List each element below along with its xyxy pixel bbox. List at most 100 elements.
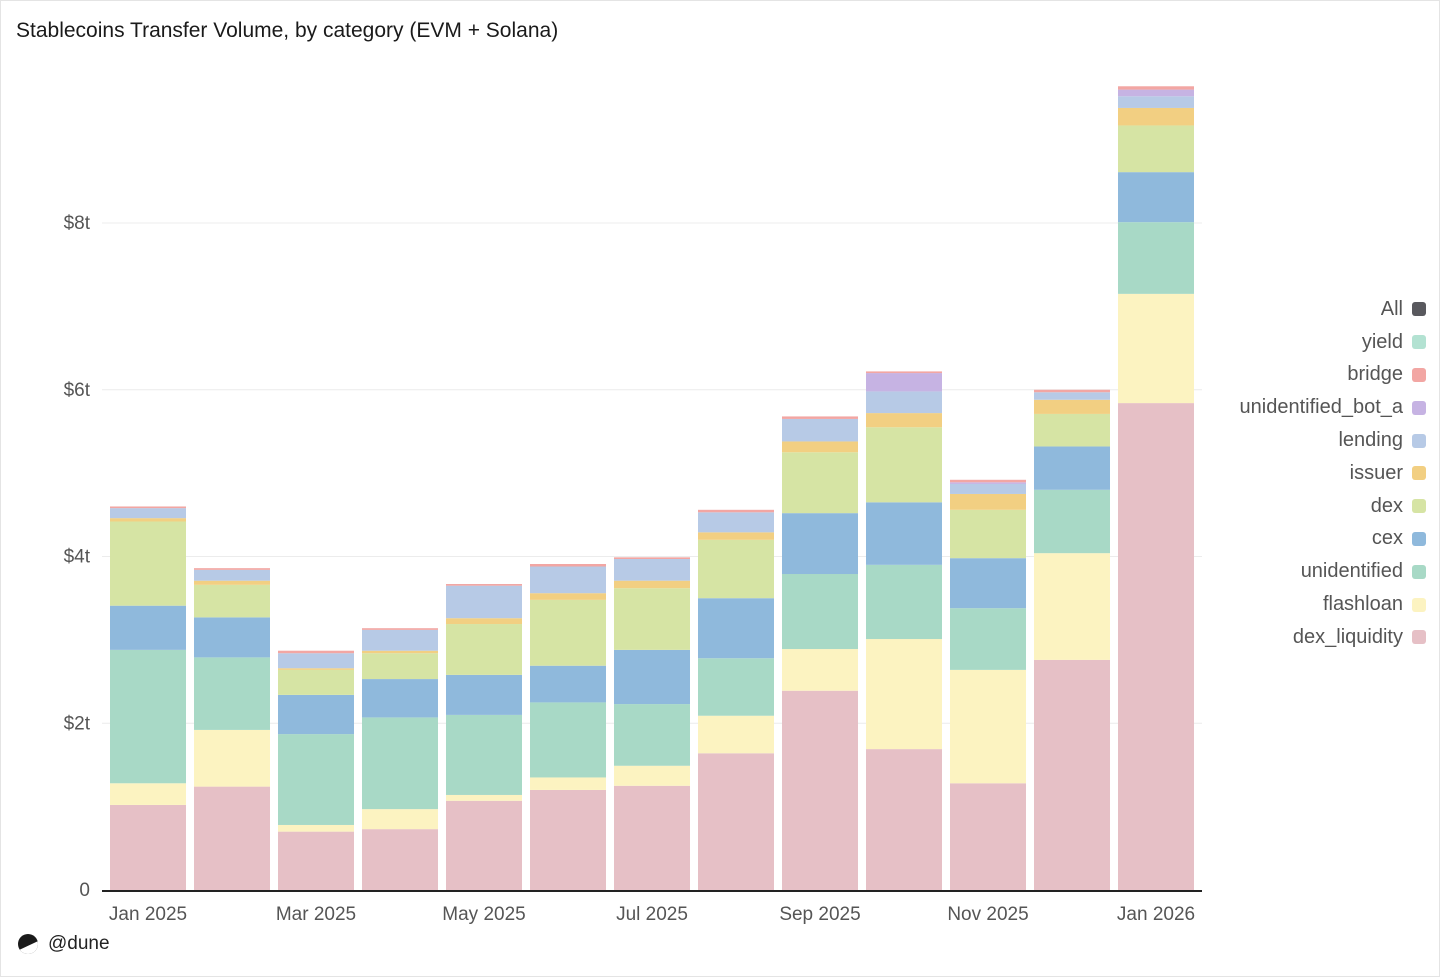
bar-segment-dex-liquidity [866, 749, 942, 890]
bar-segment-unidentified-bot-a [866, 373, 942, 392]
bar-segment-flashloan [698, 715, 774, 754]
legend-item-unidentified[interactable]: unidentified [1196, 555, 1426, 588]
bar-segment-cex [698, 598, 774, 659]
bar-segment-unidentified [1118, 222, 1194, 294]
bar-segment-lending [110, 508, 186, 519]
bar-segment-dex [194, 584, 270, 618]
legend-label: flashloan [1322, 593, 1403, 616]
bar-segment-dex [1034, 413, 1110, 447]
legend-item-bridge[interactable]: bridge [1196, 359, 1426, 392]
bar-segment-bridge [446, 584, 522, 586]
bar-segment-dex [362, 653, 438, 680]
bar-segment-dex [866, 427, 942, 503]
bar-segment-flashloan [1034, 553, 1110, 660]
bar-segment-unidentified-bot-a [950, 482, 1026, 484]
bar-segment-dex [530, 599, 606, 666]
bar-segment-lending [278, 653, 354, 669]
bar-segment-unidentified [278, 734, 354, 825]
bar-segment-bridge [194, 568, 270, 570]
bar-segment-unidentified [698, 658, 774, 716]
x-tick-label: Jul 2025 [616, 904, 688, 925]
bar-segment-dex [950, 509, 1026, 559]
bar-segment-cex [194, 617, 270, 658]
bar-segment-unidentified [110, 649, 186, 784]
bar-segment-lending [1034, 392, 1110, 400]
bar-segment-dex-liquidity [362, 829, 438, 890]
dune-brand[interactable]: @dune [18, 933, 110, 955]
legend-item-All[interactable]: All [1196, 293, 1426, 326]
legend-swatch [1412, 335, 1426, 350]
bar-segment-bridge [950, 479, 1026, 483]
bar-segment-issuer [110, 518, 186, 522]
bar-segment-lending [194, 569, 270, 581]
bar-segment-flashloan [446, 794, 522, 801]
bar-segment-issuer [782, 441, 858, 453]
legend-item-dex-liquidity[interactable]: dex_liquidity [1196, 621, 1426, 654]
bar-segment-dex-liquidity [1034, 659, 1110, 890]
legend-swatch [1412, 400, 1426, 415]
legend-swatch [1412, 499, 1426, 514]
bar-segment-flashloan [1118, 293, 1194, 404]
bar-segment-dex [782, 452, 858, 514]
bar-segment-flashloan [782, 649, 858, 691]
bar-segment-bridge [362, 628, 438, 630]
legend-label: unidentified [1300, 560, 1403, 583]
bar-segment-flashloan [530, 777, 606, 790]
legend-swatch [1412, 597, 1426, 612]
legend-label: issuer [1349, 461, 1403, 484]
x-tick-label: May 2025 [442, 904, 525, 925]
y-tick-label: $4t [64, 547, 91, 568]
bar-segment-unidentified [446, 714, 522, 795]
bar-segment-issuer [278, 668, 354, 670]
legend-label: All [1380, 297, 1403, 320]
bar-segment-issuer [194, 580, 270, 585]
legend-item-yield[interactable]: yield [1196, 326, 1426, 359]
bar-segment-dex [278, 669, 354, 695]
bar-segment-dex [698, 539, 774, 599]
bar-segment-unidentified [1034, 489, 1110, 554]
legend-label: unidentified_bot_a [1239, 396, 1403, 419]
bar-segment-dex-liquidity [278, 831, 354, 890]
legend-item-lending[interactable]: lending [1196, 424, 1426, 457]
legend-label: dex_liquidity [1292, 625, 1403, 648]
dune-logo-icon [18, 934, 38, 954]
bar-segment-issuer [866, 413, 942, 428]
bar-segment-lending [1118, 96, 1194, 108]
bar-segment-bridge [530, 564, 606, 567]
legend-item-cex[interactable]: cex [1196, 523, 1426, 556]
bar-segment-lending [614, 559, 690, 581]
y-tick-label: $6t [64, 380, 91, 401]
legend-label: yield [1361, 330, 1403, 353]
x-tick-label: Sep 2025 [779, 904, 860, 925]
legend-label: dex [1370, 494, 1403, 517]
bar-segment-issuer [614, 580, 690, 589]
x-tick-label: Nov 2025 [947, 904, 1028, 925]
legend-item-issuer[interactable]: issuer [1196, 457, 1426, 490]
legend-item-dex[interactable]: dex [1196, 490, 1426, 523]
bar-segment-unidentified [614, 704, 690, 766]
legend-item-flashloan[interactable]: flashloan [1196, 588, 1426, 621]
bar-segment-cex [782, 513, 858, 575]
bar-segment-flashloan [362, 809, 438, 830]
bar-segment-dex-liquidity [698, 753, 774, 890]
bar-segment-issuer [1034, 399, 1110, 414]
legend-swatch [1412, 630, 1426, 645]
bar-segment-dex-liquidity [194, 786, 270, 890]
bar-segment-flashloan [194, 729, 270, 787]
legend-swatch [1412, 433, 1426, 448]
bar-segment-lending [698, 512, 774, 533]
bar-segment-cex [278, 694, 354, 735]
bar-segment-dex [446, 624, 522, 675]
bar-segment-cex [866, 502, 942, 565]
bar-segment-unidentified [194, 657, 270, 730]
legend-swatch [1412, 564, 1426, 579]
legend-item-unidentified-bot-a[interactable]: unidentified_bot_a [1196, 391, 1426, 424]
bar-segment-cex [446, 674, 522, 715]
bar-segment-cex [1034, 446, 1110, 490]
legend-swatch [1412, 367, 1426, 382]
bar-segment-dex [110, 521, 186, 606]
bar-segment-issuer [530, 593, 606, 600]
bar-segment-lending [362, 629, 438, 651]
bar-segment-dex-liquidity [446, 800, 522, 890]
